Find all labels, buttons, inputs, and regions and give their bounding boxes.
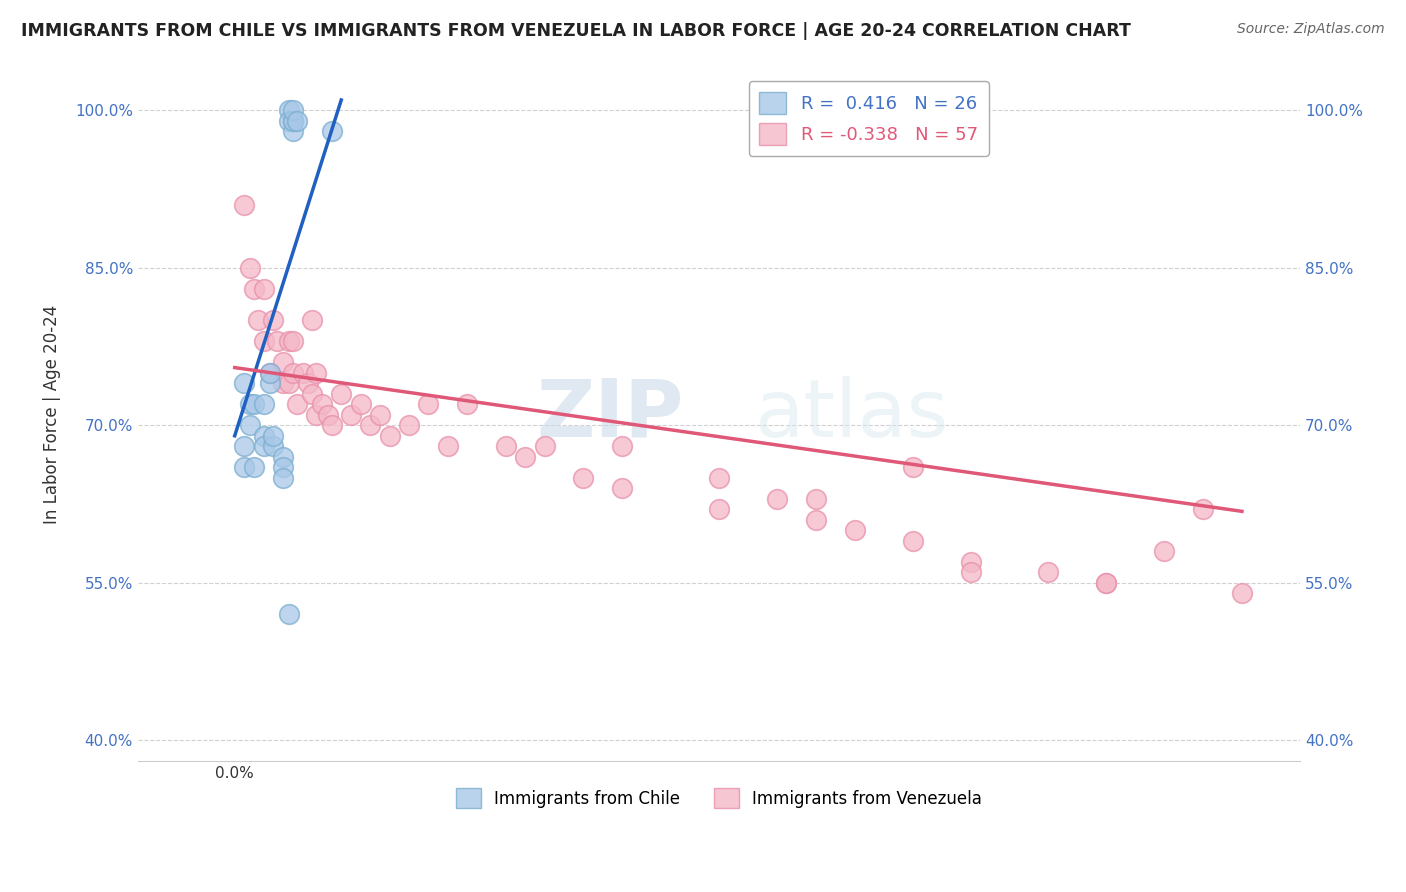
Text: IMMIGRANTS FROM CHILE VS IMMIGRANTS FROM VENEZUELA IN LABOR FORCE | AGE 20-24 CO: IMMIGRANTS FROM CHILE VS IMMIGRANTS FROM… xyxy=(21,22,1130,40)
Point xyxy=(285,114,308,128)
Point xyxy=(305,366,328,380)
Point xyxy=(901,460,924,475)
Point xyxy=(262,313,284,327)
Point xyxy=(340,408,363,422)
Point xyxy=(243,460,266,475)
Point xyxy=(239,260,262,275)
Point xyxy=(359,418,381,433)
Point xyxy=(297,376,319,391)
Point xyxy=(271,355,294,369)
Point xyxy=(278,103,301,118)
Point xyxy=(253,429,276,443)
Point xyxy=(271,471,294,485)
Point xyxy=(515,450,537,464)
Point xyxy=(281,114,304,128)
Point xyxy=(378,429,401,443)
Point xyxy=(291,366,314,380)
Point xyxy=(572,471,595,485)
Point xyxy=(259,366,281,380)
Text: atlas: atlas xyxy=(754,376,948,454)
Point xyxy=(271,376,294,391)
Point xyxy=(233,376,256,391)
Point xyxy=(262,439,284,453)
Point xyxy=(766,491,789,506)
Point xyxy=(278,334,301,349)
Point xyxy=(1230,586,1253,600)
Point xyxy=(959,565,981,579)
Point xyxy=(253,282,276,296)
Point xyxy=(253,439,276,453)
Point xyxy=(901,533,924,548)
Point xyxy=(707,471,730,485)
Point xyxy=(456,397,478,411)
Point xyxy=(301,313,323,327)
Point xyxy=(233,460,256,475)
Point xyxy=(246,313,269,327)
Point xyxy=(259,366,281,380)
Point xyxy=(278,376,301,391)
Point xyxy=(349,397,371,411)
Point xyxy=(1095,575,1118,590)
Point xyxy=(436,439,458,453)
Point xyxy=(495,439,517,453)
Point xyxy=(321,418,343,433)
Point xyxy=(804,513,827,527)
Point xyxy=(233,198,256,212)
Point xyxy=(243,282,266,296)
Point xyxy=(259,376,281,391)
Point xyxy=(253,397,276,411)
Point xyxy=(610,481,633,495)
Point xyxy=(271,450,294,464)
Point xyxy=(243,397,266,411)
Point xyxy=(278,114,301,128)
Point xyxy=(707,502,730,516)
Y-axis label: In Labor Force | Age 20-24: In Labor Force | Age 20-24 xyxy=(44,305,60,524)
Point xyxy=(239,397,262,411)
Point xyxy=(311,397,333,411)
Point xyxy=(368,408,391,422)
Point xyxy=(266,334,288,349)
Point xyxy=(239,418,262,433)
Point xyxy=(281,124,304,138)
Point xyxy=(281,114,304,128)
Point xyxy=(1095,575,1118,590)
Point xyxy=(305,408,328,422)
Text: ZIP: ZIP xyxy=(537,376,685,454)
Point xyxy=(281,103,304,118)
Point xyxy=(610,439,633,453)
Point xyxy=(271,460,294,475)
Point xyxy=(330,386,353,401)
Point xyxy=(804,491,827,506)
Point xyxy=(316,408,339,422)
Point xyxy=(321,124,343,138)
Point xyxy=(1153,544,1175,558)
Point xyxy=(278,607,301,622)
Point xyxy=(285,397,308,411)
Point xyxy=(398,418,420,433)
Point xyxy=(959,555,981,569)
Point xyxy=(1192,502,1215,516)
Point xyxy=(281,334,304,349)
Point xyxy=(844,523,866,537)
Point xyxy=(281,366,304,380)
Point xyxy=(533,439,555,453)
Point xyxy=(253,334,276,349)
Point xyxy=(262,429,284,443)
Point xyxy=(418,397,440,411)
Text: Source: ZipAtlas.com: Source: ZipAtlas.com xyxy=(1237,22,1385,37)
Point xyxy=(301,386,323,401)
Point xyxy=(1038,565,1060,579)
Legend: Immigrants from Chile, Immigrants from Venezuela: Immigrants from Chile, Immigrants from V… xyxy=(450,781,988,815)
Point xyxy=(233,439,256,453)
